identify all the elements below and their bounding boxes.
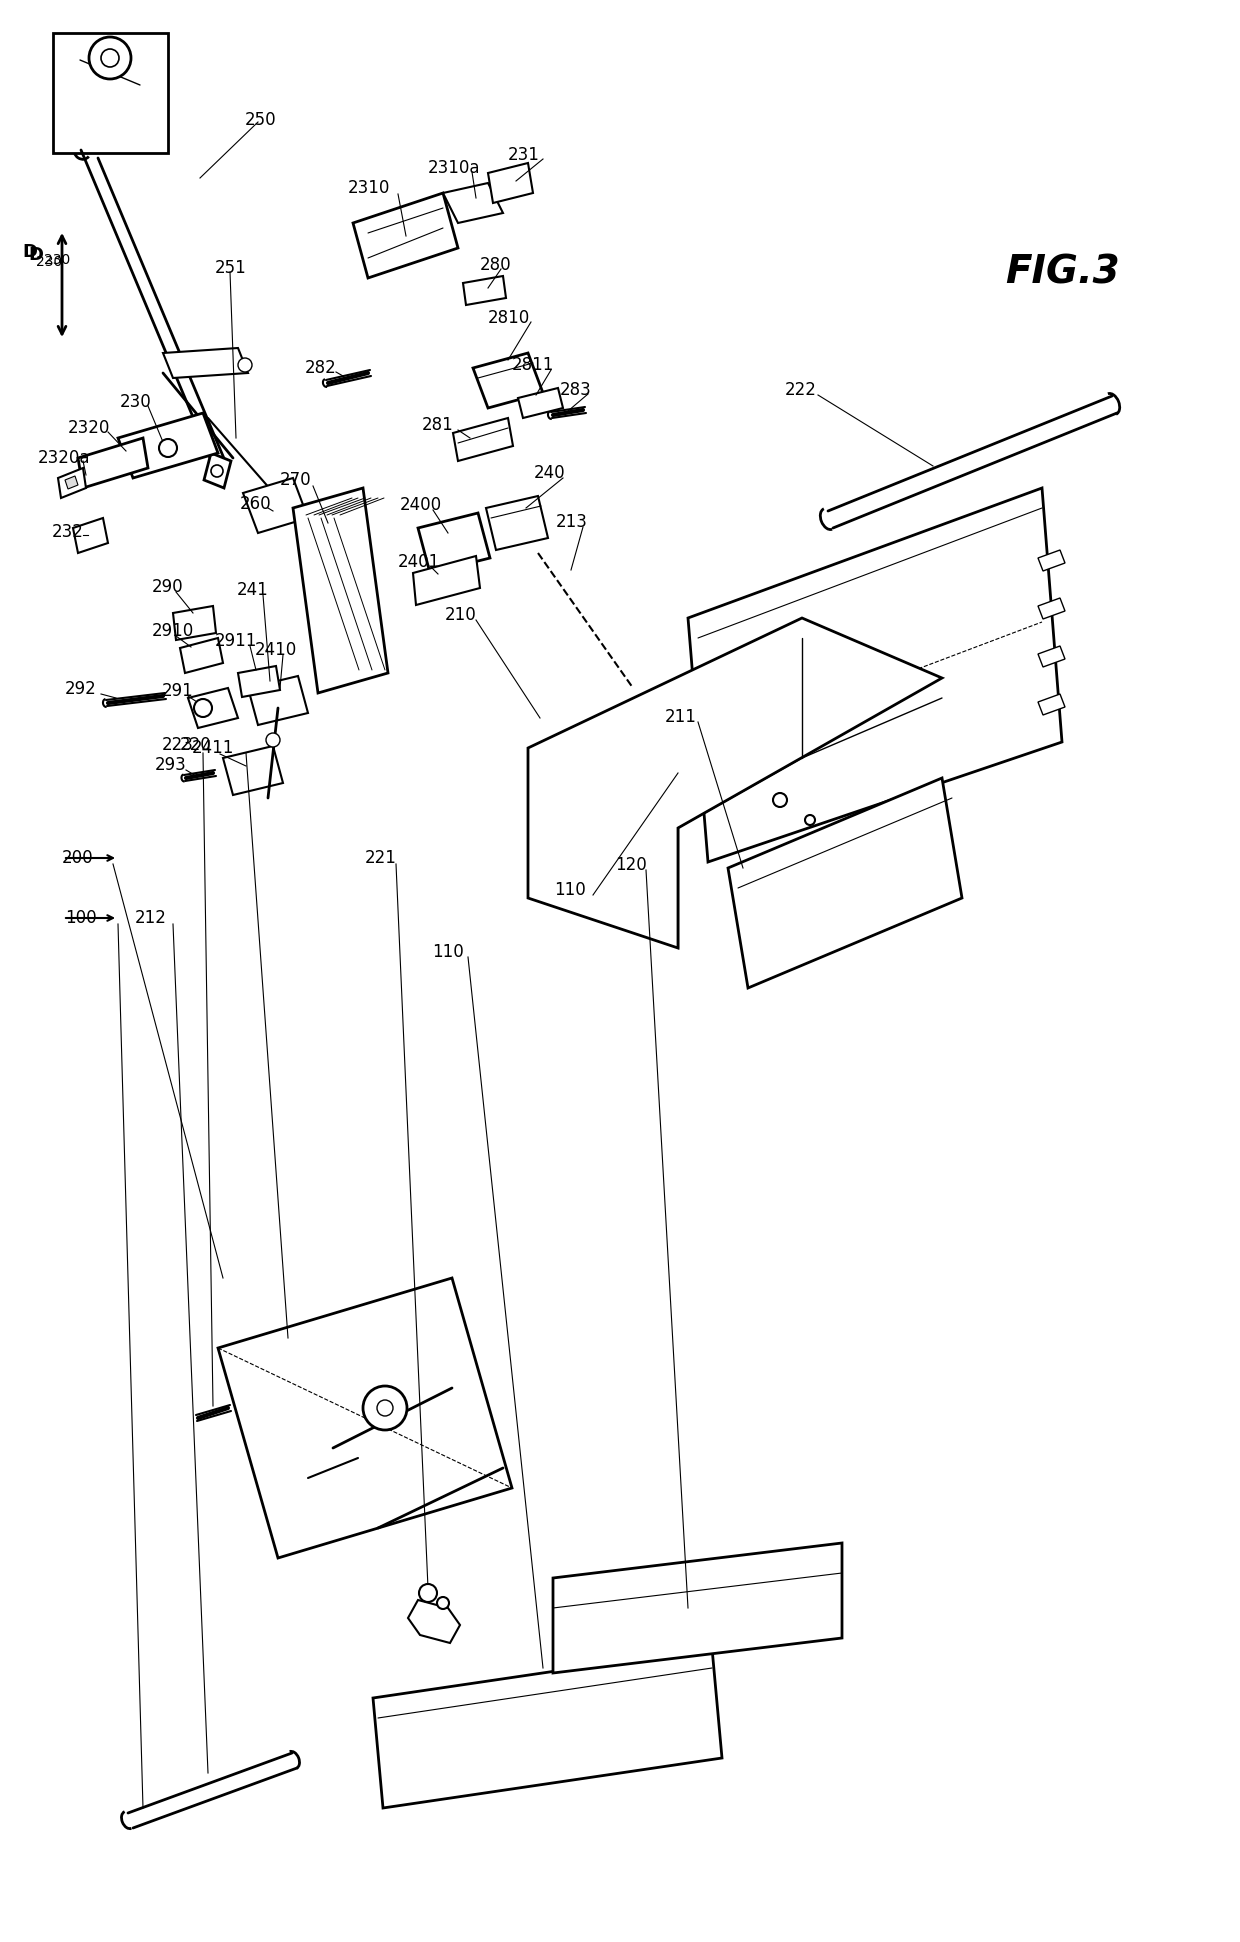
Polygon shape [528,618,942,948]
Polygon shape [248,676,308,724]
Text: 110: 110 [554,882,585,899]
Circle shape [159,439,177,456]
Text: D: D [29,247,43,264]
Polygon shape [518,388,563,418]
Text: 232: 232 [52,522,84,542]
Polygon shape [218,1278,512,1557]
Polygon shape [243,478,308,532]
Polygon shape [162,348,248,379]
Circle shape [377,1400,393,1416]
Text: 283: 283 [560,381,591,398]
Polygon shape [486,495,548,550]
Circle shape [193,699,212,717]
Text: 2401: 2401 [398,553,440,571]
Polygon shape [205,452,231,487]
Circle shape [267,732,280,748]
Text: 2310a: 2310a [428,159,481,177]
Polygon shape [463,276,506,305]
Circle shape [89,37,131,80]
Circle shape [805,816,815,825]
Text: D: D [22,243,37,260]
Polygon shape [413,555,480,606]
Polygon shape [553,1544,842,1672]
Text: 280: 280 [480,256,512,274]
Text: 2811: 2811 [512,355,554,375]
Text: 2810: 2810 [489,309,531,326]
Polygon shape [78,439,148,487]
Text: FIG.3: FIG.3 [1004,252,1120,291]
Text: 281: 281 [422,416,454,433]
Polygon shape [489,163,533,204]
Polygon shape [64,476,78,489]
Polygon shape [1038,647,1065,666]
Text: 220: 220 [180,736,212,753]
Text: 270: 270 [280,472,311,489]
Polygon shape [688,487,1061,862]
Polygon shape [188,687,238,728]
Circle shape [363,1387,407,1429]
Polygon shape [53,33,167,153]
Text: 223: 223 [162,736,193,753]
Text: 2410: 2410 [255,641,298,658]
Text: 211: 211 [665,709,697,726]
Text: 230: 230 [43,252,71,266]
Circle shape [211,464,223,478]
Text: 221: 221 [365,849,397,866]
Polygon shape [73,519,108,553]
Text: 2910: 2910 [153,621,195,641]
Text: 290: 290 [153,579,184,596]
Polygon shape [472,353,543,408]
Circle shape [436,1596,449,1610]
Text: 120: 120 [615,856,647,874]
Circle shape [419,1585,436,1602]
Text: 2320a: 2320a [38,449,91,466]
Text: 2310: 2310 [348,179,391,196]
Polygon shape [118,414,218,478]
Polygon shape [373,1649,722,1808]
Polygon shape [443,183,503,223]
Text: 293: 293 [155,755,187,775]
Text: 2911: 2911 [215,631,258,651]
Text: 2320: 2320 [68,419,110,437]
Text: 250: 250 [246,111,277,128]
Polygon shape [418,513,490,573]
Text: 200: 200 [62,849,94,866]
Text: 230: 230 [36,254,62,270]
Text: 282: 282 [305,359,337,377]
Text: 241: 241 [237,581,269,598]
Polygon shape [238,666,280,697]
Text: 260: 260 [241,495,272,513]
Text: 251: 251 [215,258,247,278]
Text: 2400: 2400 [401,495,443,515]
Circle shape [773,792,787,808]
Text: 212: 212 [135,909,167,926]
Polygon shape [293,487,388,693]
Polygon shape [408,1600,460,1643]
Polygon shape [353,192,458,278]
Circle shape [238,357,252,373]
Polygon shape [453,418,513,460]
Polygon shape [223,746,283,794]
Text: 100: 100 [64,909,97,926]
Polygon shape [1038,550,1065,571]
Text: 292: 292 [64,680,97,697]
Text: 2411: 2411 [192,740,234,757]
Text: 110: 110 [432,944,464,961]
Polygon shape [58,468,86,497]
Text: 230: 230 [120,392,151,412]
Polygon shape [1038,598,1065,619]
Text: 213: 213 [556,513,588,530]
Polygon shape [180,639,223,674]
Polygon shape [1038,693,1065,715]
Text: 222: 222 [785,381,817,398]
Text: 210: 210 [445,606,476,623]
Polygon shape [728,779,962,988]
Text: 291: 291 [162,682,193,699]
Text: 240: 240 [534,464,565,482]
Polygon shape [174,606,216,641]
Text: 231: 231 [508,146,539,163]
Circle shape [100,49,119,68]
